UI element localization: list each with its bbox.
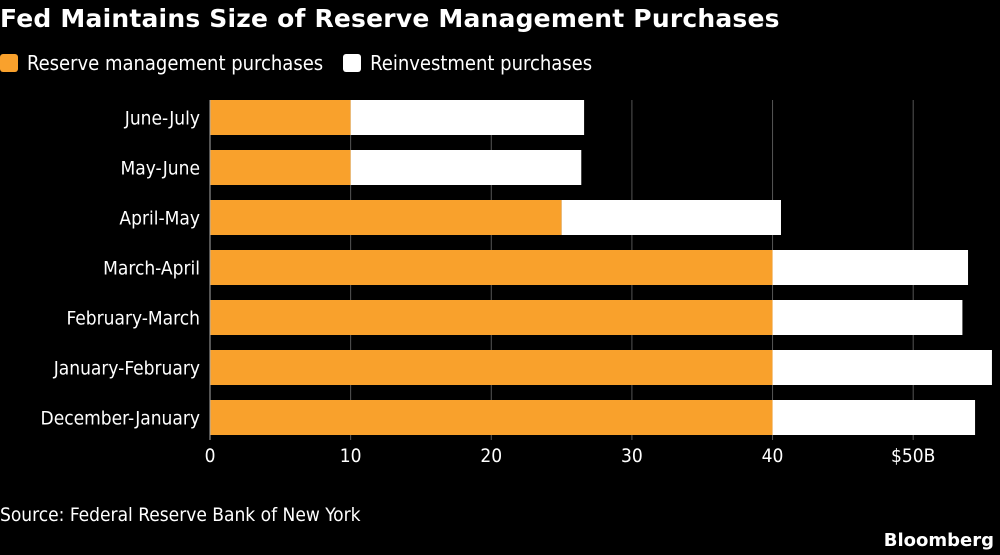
chart-title: Fed Maintains Size of Reserve Management… <box>0 4 780 33</box>
bar-reserve-june-july <box>210 100 351 135</box>
x-tick-label: 40 <box>762 445 784 467</box>
category-label: June-July <box>124 108 200 130</box>
bar-reinvestment-december-january <box>772 400 976 435</box>
x-tick-label: 20 <box>480 445 502 467</box>
category-label: March-April <box>103 258 200 280</box>
bar-chart: June-July May-June April-May March-April Feb… <box>41 100 992 467</box>
x-tick-label: $50B <box>891 445 935 467</box>
legend-item-reinvestment: Reinvestment purchases <box>343 51 592 75</box>
bar-reserve-april-may <box>210 200 562 235</box>
x-tick-label: 10 <box>340 445 362 467</box>
x-tick-label: 0 <box>205 445 216 467</box>
bar-reinvestment-january-february <box>772 350 992 385</box>
legend-swatch-reserve <box>0 54 18 72</box>
bloomberg-logo: Bloomberg <box>883 530 994 551</box>
category-label: April-May <box>119 208 200 230</box>
bar-reserve-february-march <box>210 300 773 335</box>
legend-label-reinvestment: Reinvestment purchases <box>370 51 593 75</box>
bar-reinvestment-february-march <box>772 300 963 335</box>
bar-reinvestment-june-july <box>350 100 585 135</box>
bar-reserve-may-june <box>210 150 351 185</box>
legend-label-reserve: Reserve management purchases <box>27 51 324 75</box>
bar-reinvestment-may-june <box>350 150 582 185</box>
bar-reserve-march-april <box>210 250 773 285</box>
category-label: December-January <box>41 408 200 430</box>
category-label: January-February <box>53 358 200 380</box>
bar-reinvestment-april-may <box>561 200 781 235</box>
source-note: Source: Federal Reserve Bank of New York <box>0 504 361 526</box>
legend: Reserve management purchases Reinvestmen… <box>0 50 612 76</box>
bar-reserve-january-february <box>210 350 773 385</box>
bar-reserve-december-january <box>210 400 773 435</box>
category-label: February-March <box>66 308 200 330</box>
legend-item-reserve: Reserve management purchases <box>0 51 323 75</box>
x-tick-label: 30 <box>621 445 643 467</box>
legend-swatch-reinvestment <box>343 54 362 72</box>
category-label: May-June <box>121 158 200 180</box>
bar-reinvestment-march-april <box>772 250 969 285</box>
